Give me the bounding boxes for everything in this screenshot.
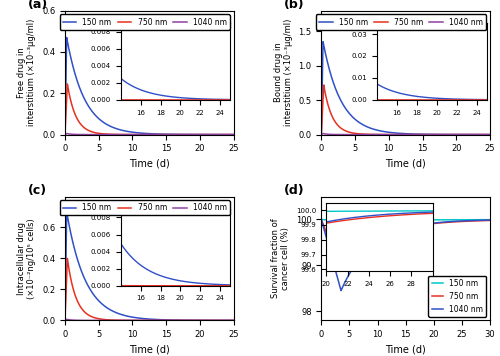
Legend: 150 nm, 750 nm, 1040 nm: 150 nm, 750 nm, 1040 nm bbox=[428, 276, 486, 316]
Text: (a): (a) bbox=[28, 0, 48, 11]
Text: (b): (b) bbox=[284, 0, 305, 11]
X-axis label: Time (d): Time (d) bbox=[129, 159, 170, 169]
Y-axis label: Survival fraction of
cancer cell (%): Survival fraction of cancer cell (%) bbox=[271, 219, 290, 298]
Legend: 150 nm, 750 nm, 1040 nm: 150 nm, 750 nm, 1040 nm bbox=[60, 15, 230, 30]
Y-axis label: Free drug in
interstitium (×10⁻³μg/ml): Free drug in interstitium (×10⁻³μg/ml) bbox=[17, 19, 36, 126]
X-axis label: Time (d): Time (d) bbox=[129, 345, 170, 355]
Text: (d): (d) bbox=[284, 184, 305, 197]
Legend: 150 nm, 750 nm, 1040 nm: 150 nm, 750 nm, 1040 nm bbox=[316, 15, 486, 30]
Text: (c): (c) bbox=[28, 184, 47, 197]
Y-axis label: Intracellular drug
(×10⁻²ng/10⁵ cells): Intracellular drug (×10⁻²ng/10⁵ cells) bbox=[17, 218, 36, 299]
Y-axis label: Bound drug in
interstitium (×10⁻³μg/ml): Bound drug in interstitium (×10⁻³μg/ml) bbox=[274, 19, 293, 126]
X-axis label: Time (d): Time (d) bbox=[386, 159, 426, 169]
Legend: 150 nm, 750 nm, 1040 nm: 150 nm, 750 nm, 1040 nm bbox=[60, 200, 230, 215]
X-axis label: Time (d): Time (d) bbox=[386, 345, 426, 355]
